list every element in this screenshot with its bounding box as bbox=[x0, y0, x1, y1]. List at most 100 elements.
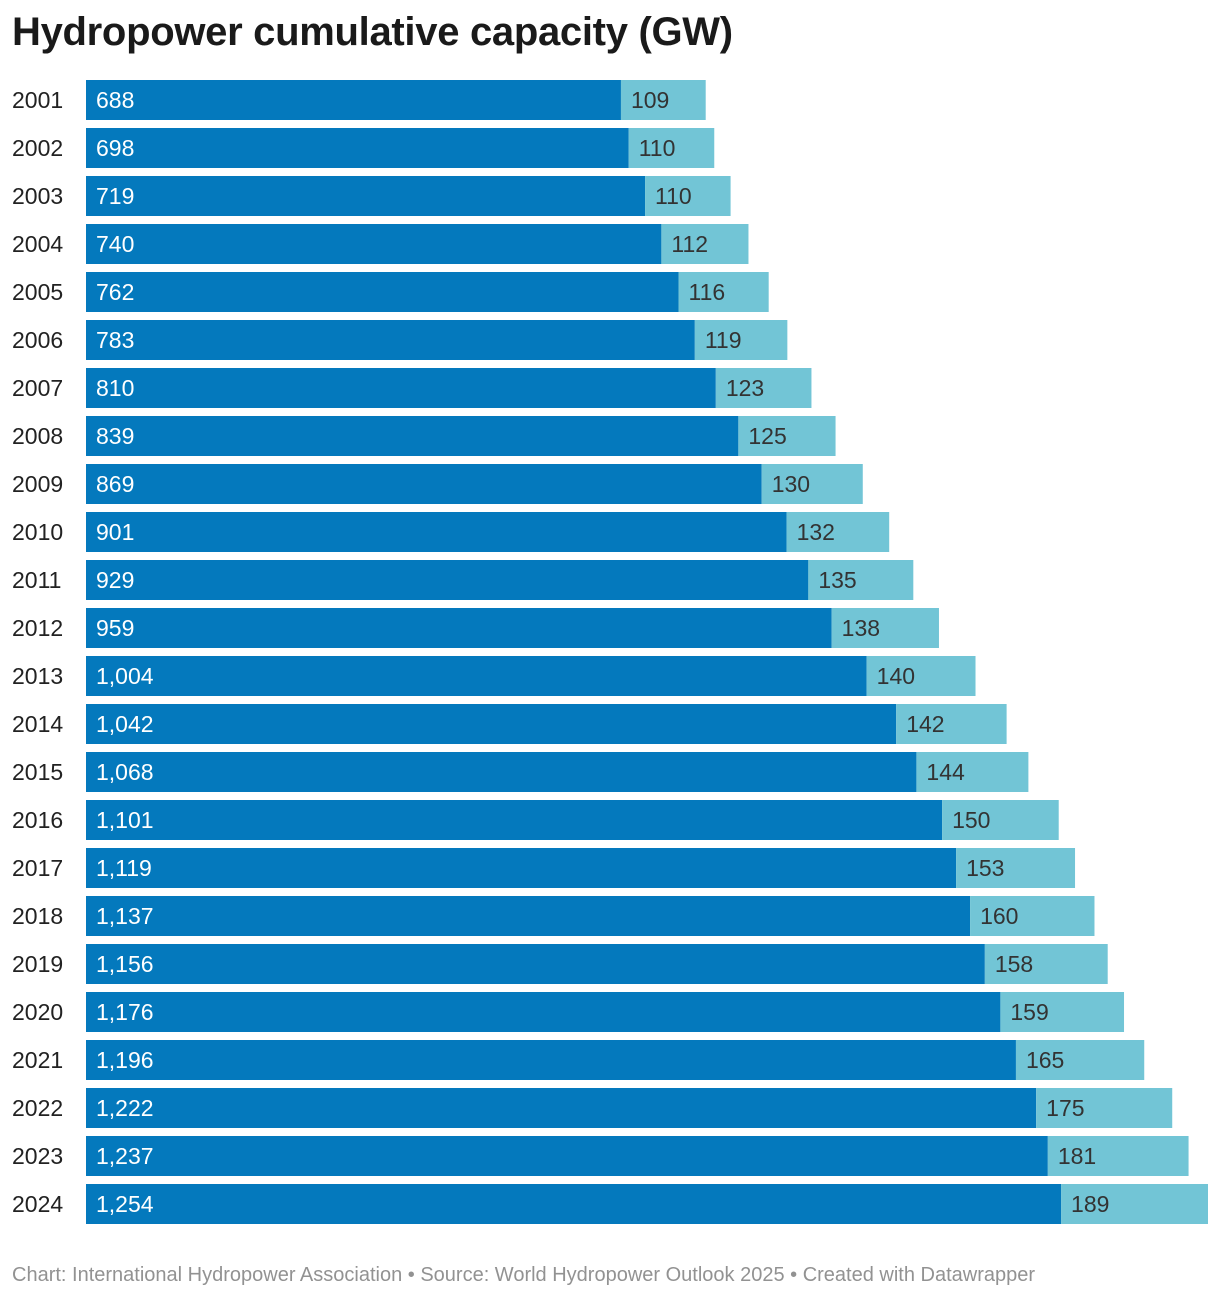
bar-segment-secondary bbox=[678, 272, 769, 312]
data-label-secondary: 158 bbox=[995, 951, 1033, 977]
bar-segment-secondary bbox=[866, 656, 976, 696]
bar-segment-primary bbox=[86, 800, 943, 840]
bar-segment-secondary bbox=[645, 176, 731, 216]
bar-segment-secondary bbox=[831, 608, 939, 648]
bar-segment-secondary bbox=[628, 128, 715, 168]
bar-segment-primary bbox=[86, 272, 679, 312]
chart-title: Hydropower cumulative capacity (GW) bbox=[12, 10, 733, 54]
bar-segment-primary bbox=[86, 944, 985, 984]
category-label: 2021 bbox=[12, 1047, 63, 1073]
data-label-secondary: 123 bbox=[726, 375, 764, 401]
data-label-secondary: 140 bbox=[877, 663, 915, 689]
category-label: 2014 bbox=[12, 711, 63, 737]
data-label-primary: 783 bbox=[96, 327, 134, 353]
stacked-bar-chart: 2001 688 109 2002 698 110 2003 719 110 2004 740 112… bbox=[12, 80, 1208, 1224]
bar-segment-secondary bbox=[694, 320, 788, 360]
bar-segment-secondary bbox=[808, 560, 914, 600]
category-label: 2011 bbox=[12, 567, 61, 593]
data-label-primary: 929 bbox=[96, 567, 134, 593]
data-label-primary: 839 bbox=[96, 423, 134, 449]
data-label-primary: 959 bbox=[96, 615, 134, 641]
category-label: 2001 bbox=[12, 87, 63, 113]
data-label-primary: 1,042 bbox=[96, 711, 154, 737]
bar-segment-primary bbox=[86, 416, 739, 456]
data-label-secondary: 175 bbox=[1046, 1095, 1084, 1121]
data-label-primary: 1,119 bbox=[96, 855, 152, 881]
data-label-secondary: 138 bbox=[842, 615, 880, 641]
bar-segment-primary bbox=[86, 464, 762, 504]
bar-segment-primary bbox=[86, 1088, 1037, 1128]
data-label-secondary: 181 bbox=[1058, 1143, 1096, 1169]
category-label: 2017 bbox=[12, 855, 63, 881]
bar-segment-primary bbox=[86, 608, 832, 648]
bar-segment-secondary bbox=[1036, 1088, 1173, 1128]
bar-segment-secondary bbox=[715, 368, 812, 408]
category-label: 2002 bbox=[12, 135, 63, 161]
bar-segment-secondary bbox=[1000, 992, 1125, 1032]
category-label: 2024 bbox=[12, 1191, 63, 1217]
bar-segment-primary bbox=[86, 1136, 1048, 1176]
bar-segment-secondary bbox=[916, 752, 1029, 792]
bar-segment-secondary bbox=[970, 896, 1095, 936]
category-label: 2016 bbox=[12, 807, 63, 833]
bar-segment-primary bbox=[86, 992, 1001, 1032]
data-label-primary: 719 bbox=[96, 183, 134, 209]
bar-segment-primary bbox=[86, 560, 809, 600]
bar-segment-secondary bbox=[761, 464, 863, 504]
bar-segment-secondary bbox=[620, 80, 706, 120]
data-label-secondary: 116 bbox=[688, 279, 725, 305]
data-label-secondary: 189 bbox=[1071, 1191, 1109, 1217]
bar-segment-primary bbox=[86, 896, 971, 936]
bar-segment-primary bbox=[86, 368, 716, 408]
data-label-primary: 1,101 bbox=[96, 807, 154, 833]
bar-segment-secondary bbox=[786, 512, 890, 552]
bar-segment-primary bbox=[86, 848, 957, 888]
data-label-secondary: 130 bbox=[772, 471, 810, 497]
category-label: 2015 bbox=[12, 759, 63, 785]
chart-footer: Chart: International Hydropower Associat… bbox=[12, 1264, 1036, 1286]
category-label: 2022 bbox=[12, 1095, 63, 1121]
bar-segment-secondary bbox=[984, 944, 1108, 984]
data-label-secondary: 110 bbox=[639, 135, 676, 161]
data-label-primary: 1,176 bbox=[96, 999, 154, 1025]
bar-segment-secondary bbox=[1015, 1040, 1145, 1080]
data-label-primary: 810 bbox=[96, 375, 134, 401]
bar-segment-primary bbox=[86, 1040, 1016, 1080]
category-label: 2004 bbox=[12, 231, 63, 257]
bar-segment-primary bbox=[86, 128, 629, 168]
bar-segment-primary bbox=[86, 224, 662, 264]
category-label: 2020 bbox=[12, 999, 63, 1025]
data-label-primary: 688 bbox=[96, 87, 134, 113]
data-label-secondary: 160 bbox=[980, 903, 1018, 929]
category-label: 2008 bbox=[12, 423, 63, 449]
bar-segment-primary bbox=[86, 176, 646, 216]
data-label-primary: 1,137 bbox=[96, 903, 154, 929]
data-label-primary: 1,068 bbox=[96, 759, 154, 785]
category-label: 2005 bbox=[12, 279, 63, 305]
data-label-primary: 1,222 bbox=[96, 1095, 154, 1121]
bar-segment-secondary bbox=[661, 224, 749, 264]
bar-segment-secondary bbox=[1061, 1184, 1208, 1224]
data-label-primary: 1,156 bbox=[96, 951, 154, 977]
data-label-primary: 762 bbox=[96, 279, 134, 305]
category-label: 2007 bbox=[12, 375, 63, 401]
data-label-secondary: 112 bbox=[671, 231, 708, 257]
data-label-secondary: 165 bbox=[1026, 1047, 1064, 1073]
bar-segment-secondary bbox=[942, 800, 1059, 840]
data-label-primary: 869 bbox=[96, 471, 134, 497]
data-label-secondary: 144 bbox=[926, 759, 965, 785]
data-label-secondary: 153 bbox=[966, 855, 1004, 881]
data-label-secondary: 125 bbox=[748, 423, 786, 449]
data-label-secondary: 135 bbox=[818, 567, 856, 593]
category-label: 2010 bbox=[12, 519, 63, 545]
data-label-primary: 1,196 bbox=[96, 1047, 154, 1073]
bar-segment-primary bbox=[86, 656, 867, 696]
category-label: 2006 bbox=[12, 327, 63, 353]
bar-segment-primary bbox=[86, 752, 917, 792]
data-label-secondary: 159 bbox=[1010, 999, 1048, 1025]
bar-segment-primary bbox=[86, 704, 897, 744]
data-label-primary: 740 bbox=[96, 231, 134, 257]
bar-segment-primary bbox=[86, 512, 787, 552]
data-label-primary: 901 bbox=[96, 519, 134, 545]
data-label-primary: 1,004 bbox=[96, 663, 154, 689]
